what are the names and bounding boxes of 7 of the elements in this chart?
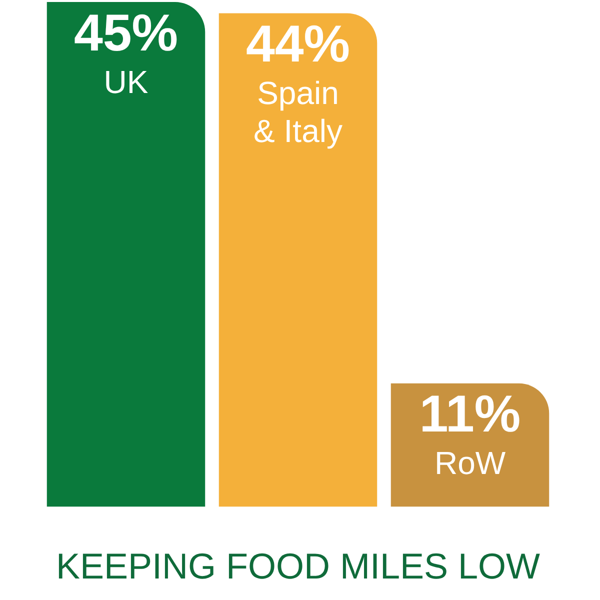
data-label: 45%: [74, 4, 178, 62]
data-label: 44%: [246, 16, 350, 74]
text: KEEPING FOOD MILES LOW: [56, 545, 540, 586]
x-tick-label: RoW: [434, 445, 506, 482]
x-tick-label: Spain & Italy: [254, 75, 342, 150]
x-tick-label: UK: [104, 64, 148, 100]
data-label: 11%: [419, 386, 521, 444]
